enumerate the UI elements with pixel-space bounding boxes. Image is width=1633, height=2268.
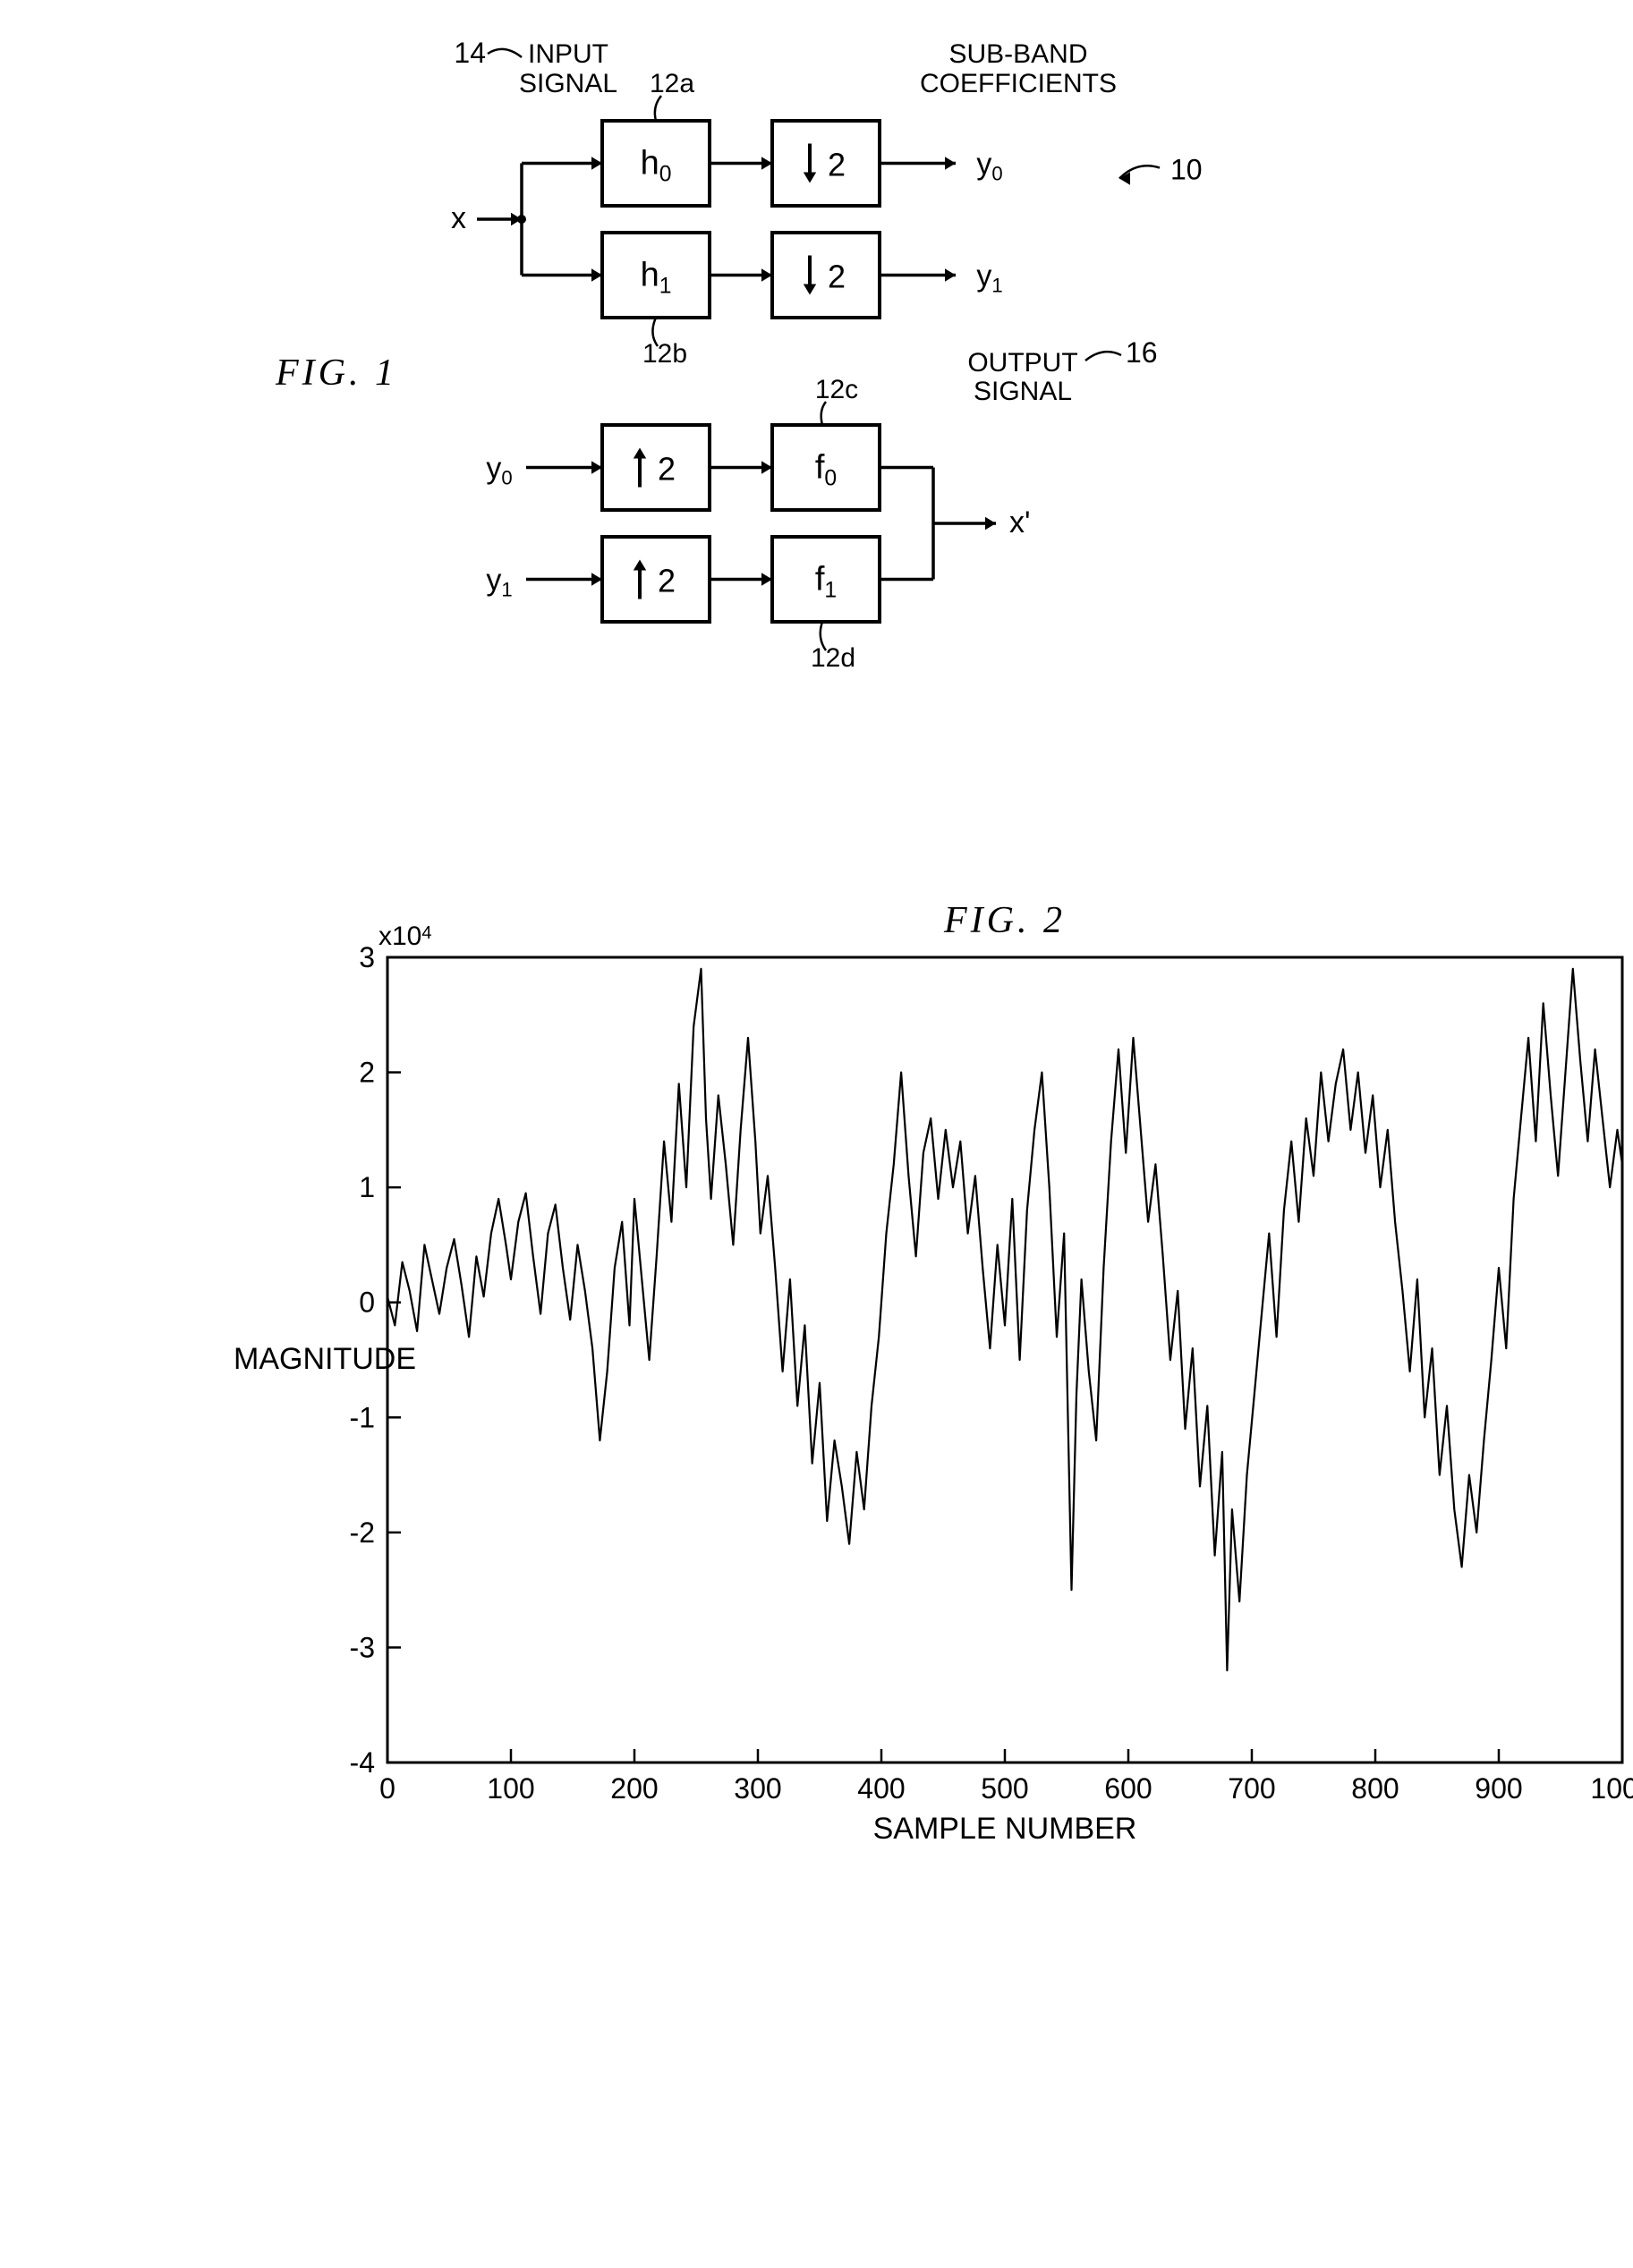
- svg-text:0: 0: [359, 1287, 375, 1319]
- svg-text:12d: 12d: [810, 643, 855, 673]
- svg-text:f1: f1: [814, 561, 836, 603]
- svg-text:h0: h0: [640, 145, 671, 187]
- svg-text:12c: 12c: [814, 375, 857, 404]
- svg-text:x': x': [1009, 505, 1031, 539]
- svg-text:SIGNAL: SIGNAL: [973, 377, 1071, 406]
- svg-text:800: 800: [1351, 1772, 1399, 1805]
- svg-text:2: 2: [828, 147, 846, 183]
- figure-2: FIG. 201002003004005006007008009001000-4…: [191, 895, 1443, 1897]
- svg-text:12b: 12b: [642, 339, 686, 369]
- svg-text:FIG. 2: FIG. 2: [943, 900, 1066, 941]
- block-diagram: h0h122xy0y114INPUTSIGNALSUB-BANDCOEFFICI…: [191, 36, 1443, 841]
- svg-text:INPUT: INPUT: [528, 39, 608, 69]
- svg-text:-1: -1: [349, 1401, 374, 1433]
- svg-text:MAGNITUDE: MAGNITUDE: [234, 1342, 416, 1376]
- svg-text:600: 600: [1104, 1772, 1152, 1805]
- svg-text:12a: 12a: [649, 69, 693, 98]
- svg-text:0: 0: [379, 1772, 395, 1805]
- svg-text:10: 10: [1170, 154, 1203, 186]
- figure-1: h0h122xy0y114INPUTSIGNALSUB-BANDCOEFFICI…: [191, 36, 1443, 841]
- svg-text:14: 14: [454, 37, 486, 69]
- svg-text:300: 300: [734, 1772, 781, 1805]
- svg-text:200: 200: [610, 1772, 658, 1805]
- svg-text:900: 900: [1475, 1772, 1522, 1805]
- svg-text:-2: -2: [349, 1516, 374, 1549]
- svg-text:-3: -3: [349, 1631, 374, 1663]
- svg-text:x104: x104: [378, 922, 432, 951]
- svg-text:x: x: [451, 201, 466, 235]
- svg-text:y0: y0: [976, 148, 1002, 185]
- svg-text:16: 16: [1126, 336, 1158, 369]
- line-chart: FIG. 2 0 100 200 300 400 500 600 700 800 900 1000 -4…: [191, 895, 1633, 1897]
- svg-text:2: 2: [828, 259, 846, 295]
- svg-text:700: 700: [1228, 1772, 1275, 1805]
- svg-text:3: 3: [359, 941, 375, 973]
- svg-text:400: 400: [857, 1772, 905, 1805]
- svg-text:1000: 1000: [1590, 1772, 1633, 1805]
- svg-text:SIGNAL: SIGNAL: [518, 69, 617, 98]
- svg-text:y0: y0: [486, 452, 512, 489]
- svg-text:2: 2: [359, 1057, 375, 1089]
- svg-text:y1: y1: [976, 259, 1002, 297]
- svg-text:OUTPUT: OUTPUT: [967, 348, 1077, 378]
- svg-text:FIG. 1: FIG. 1: [275, 353, 397, 394]
- svg-text:SUB-BAND: SUB-BAND: [948, 39, 1087, 69]
- svg-text:SAMPLE NUMBER: SAMPLE NUMBER: [872, 1812, 1136, 1846]
- svg-text:500: 500: [981, 1772, 1028, 1805]
- svg-text:-4: -4: [349, 1746, 374, 1779]
- svg-text:COEFFICIENTS: COEFFICIENTS: [919, 69, 1116, 98]
- svg-text:2: 2: [658, 563, 676, 599]
- svg-text:f0: f0: [814, 449, 836, 491]
- svg-text:y1: y1: [486, 564, 512, 601]
- svg-text:100: 100: [487, 1772, 534, 1805]
- svg-text:h1: h1: [640, 257, 671, 299]
- svg-text:2: 2: [658, 451, 676, 488]
- svg-text:1: 1: [359, 1171, 375, 1203]
